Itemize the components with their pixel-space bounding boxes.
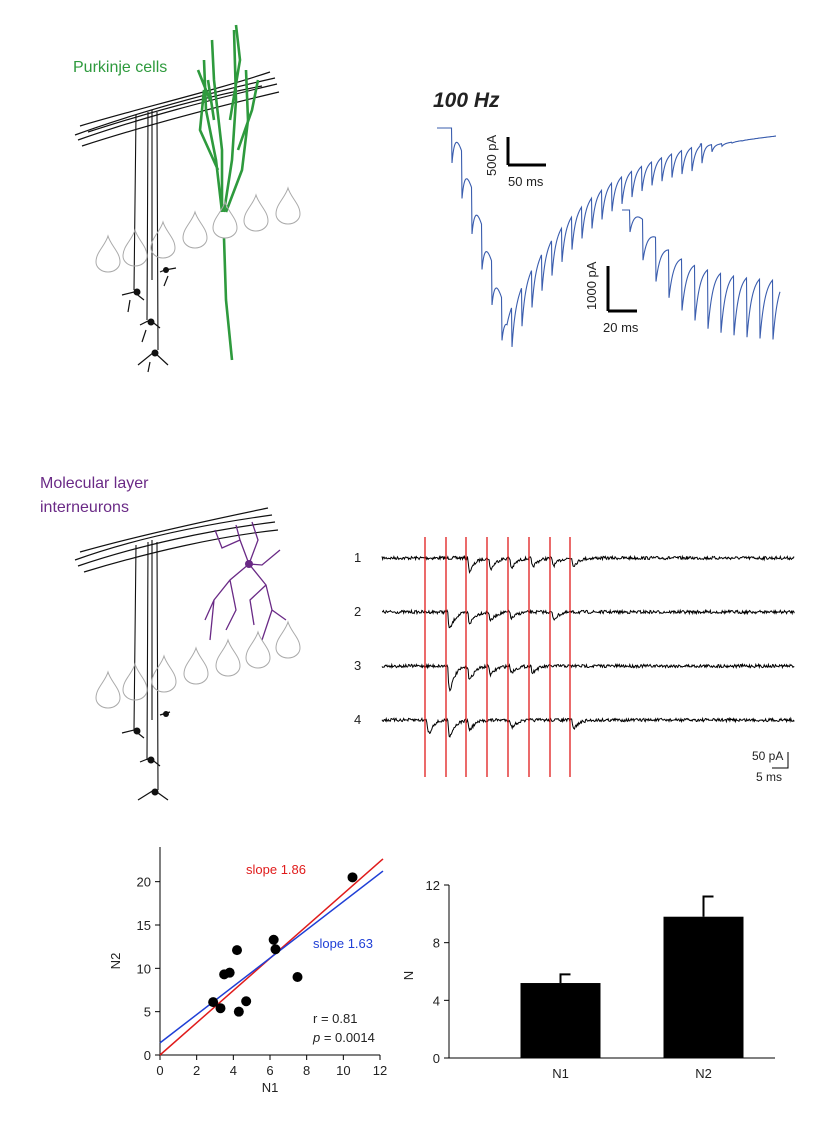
cell-outline — [122, 662, 148, 701]
point — [232, 945, 242, 956]
cell-outline — [275, 620, 301, 659]
interneuron-diagram — [163, 711, 169, 717]
point — [224, 967, 235, 978]
x-tick-label: 12 — [373, 1063, 387, 1078]
interneuron-diagram — [204, 521, 287, 641]
y-axis-label: N — [401, 971, 416, 980]
interneuron-diagram — [74, 507, 287, 801]
cell-label: Purkinje cells — [73, 59, 167, 76]
fit-line — [159, 870, 384, 1044]
y-tick-label: 5 — [144, 1005, 151, 1020]
x-tick-label: N1 — [552, 1066, 569, 1081]
purkinje-diagram — [196, 24, 260, 361]
scale-label: 1000 pA — [584, 261, 599, 310]
purkinje-diagram — [74, 71, 280, 147]
x-tick-label: 10 — [336, 1063, 350, 1078]
x-tick-label: 4 — [230, 1063, 237, 1078]
cell-outline — [150, 220, 176, 259]
purkinje-diagram — [133, 288, 141, 296]
scale-label: 500 pA — [484, 134, 499, 176]
current-trace — [381, 554, 795, 575]
point — [268, 934, 279, 945]
frequency-label: 100 Hz — [433, 89, 500, 112]
interneuron-diagram — [133, 727, 141, 735]
cell-outlines — [95, 186, 301, 709]
purkinje-diagram — [151, 349, 159, 357]
x-tick-label: 6 — [266, 1063, 273, 1078]
cell-outline — [212, 200, 238, 239]
charts: 0 2 4 6 8 10 12 0 5 10 15 20 N1 N2 slope 1.86 slope 1.6… — [108, 847, 775, 1095]
annotation-value: = 0.0014 — [320, 1030, 375, 1045]
cell-outline — [122, 228, 148, 267]
current-trace — [382, 608, 795, 629]
annotation-symbol: p — [312, 1030, 320, 1045]
y-axis-label: N2 — [108, 953, 123, 970]
x-tick-label: 0 — [156, 1063, 163, 1078]
y-tick-label: 12 — [426, 878, 440, 893]
point — [208, 997, 219, 1008]
scale-bar — [772, 752, 789, 769]
y-tick-label: 15 — [137, 918, 151, 933]
x-tick-label: N2 — [695, 1066, 712, 1081]
scale-label: 50 ms — [508, 174, 544, 189]
current-trace — [381, 716, 795, 738]
traces: 1 2 3 4 — [354, 127, 795, 777]
current-trace — [622, 209, 781, 340]
cell-outline — [95, 670, 121, 709]
cell-outline — [275, 186, 301, 225]
fit-label: slope 1.63 — [313, 936, 373, 951]
purkinje-diagram — [133, 110, 159, 351]
x-tick-label: 8 — [303, 1063, 310, 1078]
interneuron-diagram — [133, 540, 159, 791]
point — [347, 872, 358, 883]
cell-outline — [243, 193, 269, 232]
point — [233, 1006, 244, 1017]
y-tick-label: 10 — [137, 961, 151, 976]
purkinje-diagram — [147, 318, 155, 326]
cell-label: interneurons — [40, 499, 129, 516]
cell-label: Molecular layer — [40, 475, 149, 492]
x-axis-label: N1 — [262, 1080, 279, 1095]
scale-label: 50 pA — [752, 749, 783, 763]
point — [215, 1003, 226, 1014]
scale-label: 20 ms — [603, 320, 639, 335]
interneuron-diagram — [74, 507, 279, 573]
cell-outline — [182, 210, 208, 249]
y-tick-label: 0 — [433, 1051, 440, 1066]
trace-number: 1 — [354, 550, 361, 565]
bar — [520, 983, 601, 1058]
purkinje-diagram — [163, 267, 169, 273]
cell-outline — [95, 234, 121, 273]
fit-label: slope 1.86 — [246, 862, 306, 877]
point — [241, 996, 252, 1007]
interneuron-diagram — [147, 756, 155, 764]
scale-label: 5 ms — [756, 770, 782, 784]
cell-outline — [183, 646, 209, 685]
bar — [663, 916, 744, 1058]
trace-number: 2 — [354, 604, 361, 619]
point — [292, 972, 303, 982]
y-tick-label: 20 — [137, 875, 151, 890]
cell-outline — [215, 638, 241, 677]
current-trace — [381, 662, 795, 692]
x-tick-label: 2 — [193, 1063, 200, 1078]
point — [270, 944, 281, 955]
purkinje-diagram — [74, 24, 280, 373]
current-trace — [437, 127, 776, 347]
cell-outline — [245, 630, 271, 669]
annotation: r = 0.81 — [313, 1011, 357, 1026]
error-bar — [702, 895, 714, 917]
annotation: p = 0.0014 — [312, 1030, 375, 1045]
y-tick-label: 0 — [144, 1048, 151, 1063]
interneuron-diagram — [151, 788, 159, 796]
y-tick-label: 4 — [433, 993, 440, 1008]
error-bar — [559, 973, 571, 984]
cell-outline — [151, 654, 177, 693]
y-tick-label: 8 — [433, 936, 440, 951]
trace-number: 3 — [354, 658, 361, 673]
trace-number: 4 — [354, 712, 361, 727]
